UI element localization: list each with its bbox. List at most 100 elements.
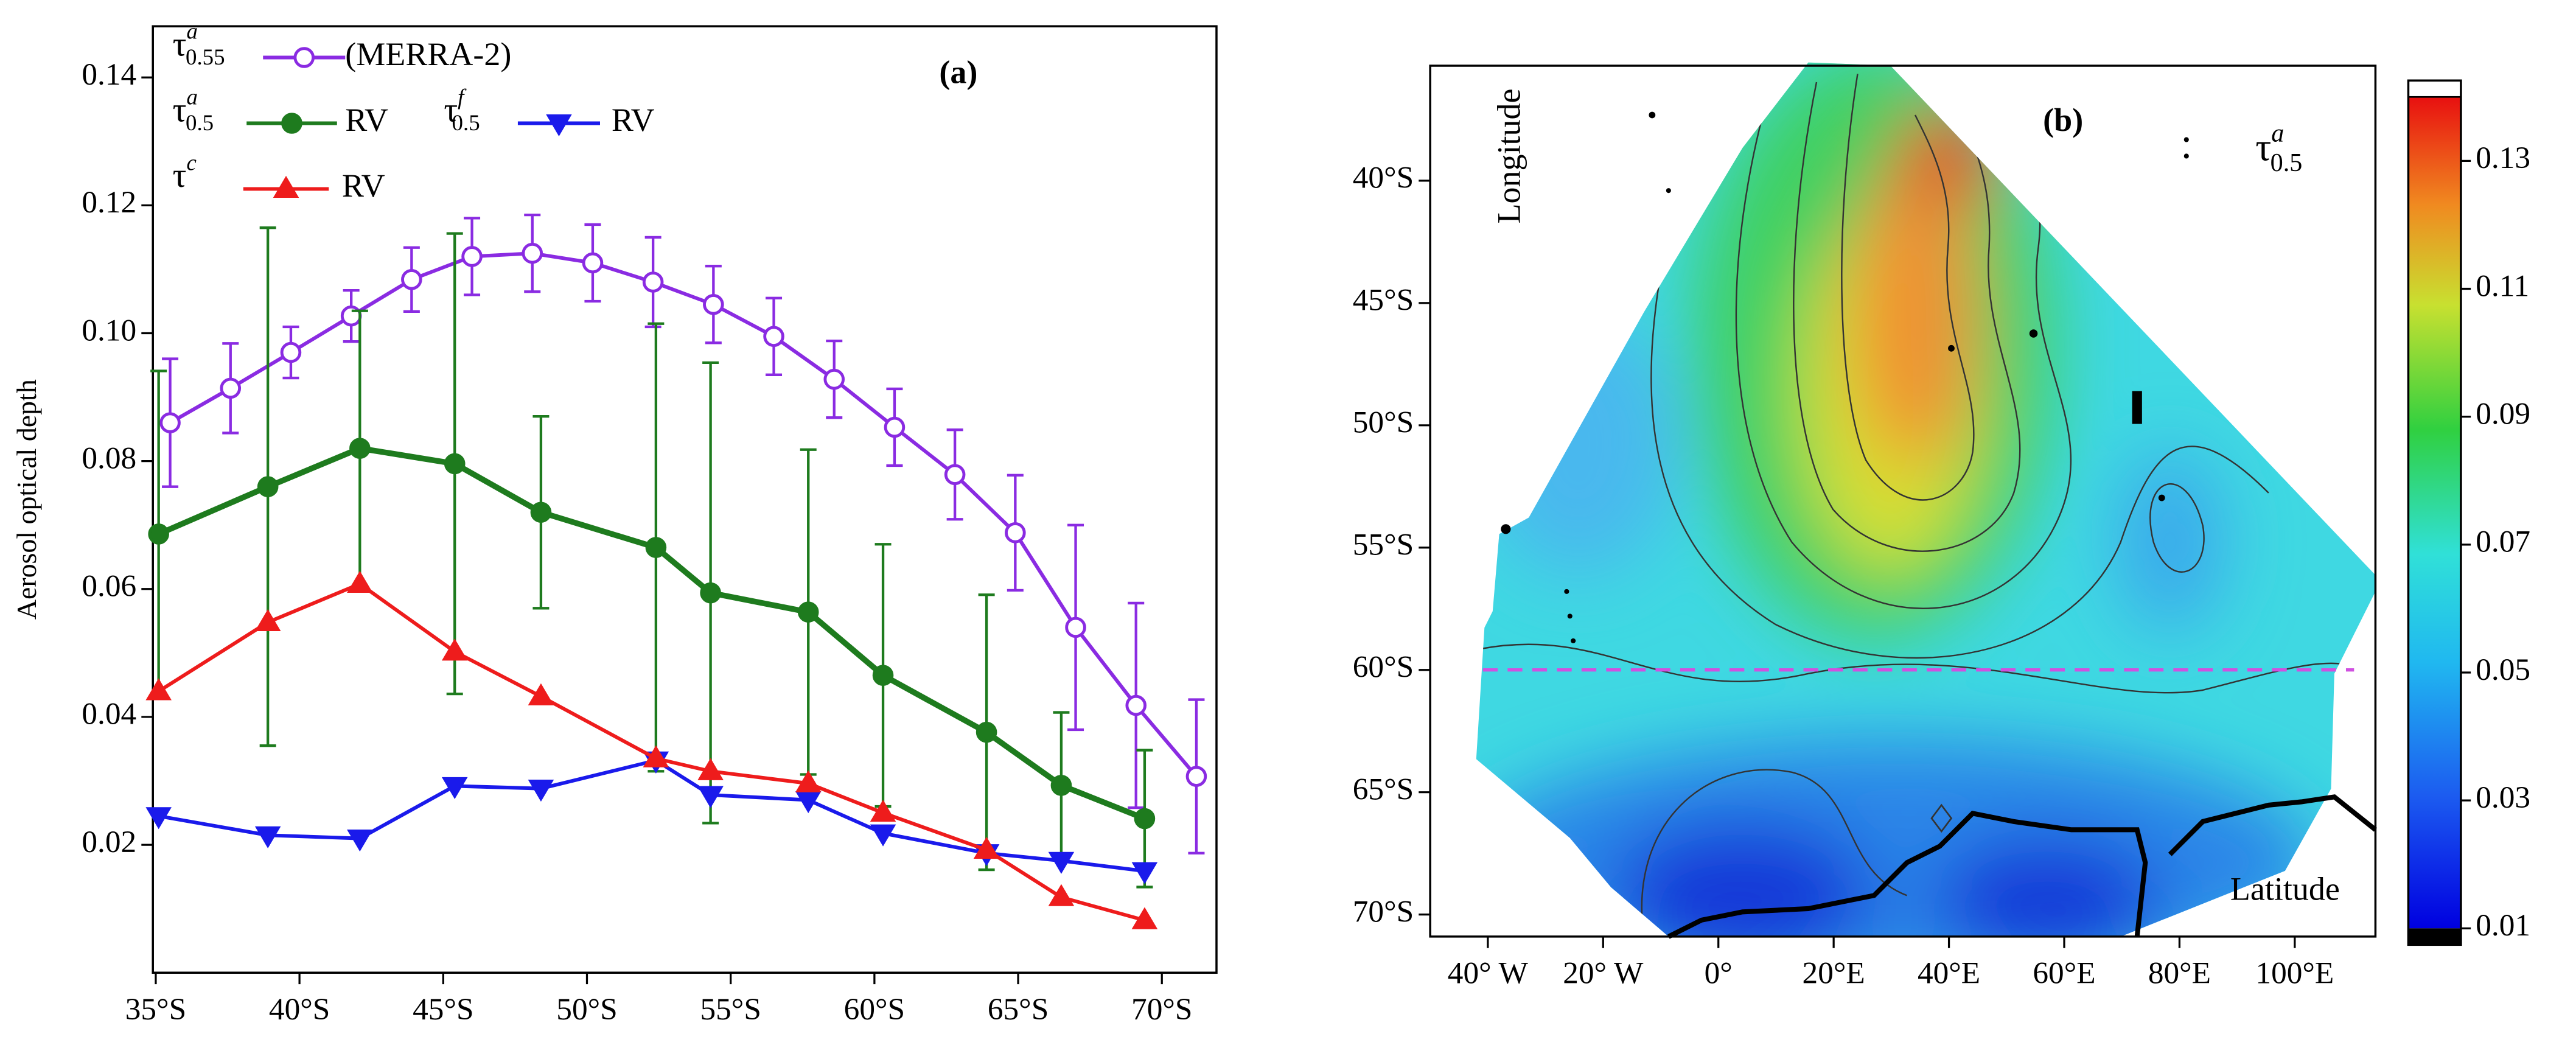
series-line bbox=[157, 445, 1146, 822]
x-tick-label: 35°S bbox=[125, 992, 186, 1027]
y-tick-label: 55°S bbox=[1353, 528, 1414, 562]
marker bbox=[1048, 851, 1075, 874]
series bbox=[159, 213, 1207, 855]
blob bbox=[1476, 739, 2318, 937]
symbol-base: τ bbox=[2255, 125, 2271, 169]
symbol: τa 0.5 bbox=[2255, 119, 2302, 177]
x-tick-label: 60°S bbox=[844, 992, 905, 1027]
series-line bbox=[158, 582, 1145, 922]
marker bbox=[293, 47, 315, 68]
y-tick-label: 45°S bbox=[1353, 283, 1414, 318]
marker bbox=[441, 777, 468, 799]
island bbox=[1501, 524, 1511, 534]
symbol-sup: a bbox=[2271, 119, 2284, 147]
y-tick-label: 0.04 bbox=[82, 697, 136, 732]
y-tick-label: 70°S bbox=[1353, 894, 1414, 929]
y-tick-label: 40°S bbox=[1353, 161, 1414, 195]
island bbox=[1666, 188, 1671, 194]
x-tick-label: 40° W bbox=[1448, 956, 1529, 990]
marker bbox=[582, 252, 604, 274]
marker bbox=[444, 453, 466, 475]
blob bbox=[1479, 312, 1677, 575]
marker bbox=[973, 836, 1000, 859]
contour bbox=[1735, 98, 2072, 609]
marker bbox=[281, 113, 302, 134]
marker bbox=[642, 271, 664, 293]
y-tick-label: 0.14 bbox=[82, 57, 136, 92]
y-tick-label: 65°S bbox=[1353, 772, 1414, 806]
marker bbox=[643, 745, 669, 767]
marker bbox=[159, 412, 181, 433]
marker bbox=[976, 721, 997, 743]
blob bbox=[1852, 156, 1978, 469]
panel-label: (a) bbox=[939, 54, 977, 91]
x-tick-label: 55°S bbox=[700, 992, 761, 1027]
x-tick-label: 50°S bbox=[556, 992, 617, 1027]
symbol: τa 0.55 bbox=[173, 19, 225, 70]
contour bbox=[1479, 643, 2351, 694]
symbol-base: τ bbox=[173, 91, 187, 129]
marker bbox=[347, 829, 373, 852]
marker bbox=[763, 326, 784, 348]
x-tick-label: 40°E bbox=[1918, 956, 1980, 990]
x-tick-label: 20° W bbox=[1563, 956, 1644, 990]
island bbox=[1930, 803, 1953, 833]
marker bbox=[823, 368, 845, 390]
marker bbox=[273, 175, 299, 198]
island bbox=[1649, 111, 1656, 119]
marker bbox=[1125, 694, 1147, 716]
marker bbox=[522, 242, 543, 264]
x-tick-label: 80°E bbox=[2148, 956, 2211, 990]
marker bbox=[528, 683, 554, 705]
symbol-sup: a bbox=[186, 85, 197, 110]
map-y-label: Longitude bbox=[1491, 89, 1527, 224]
y-tick-label: 0.02 bbox=[82, 825, 136, 859]
series bbox=[148, 226, 1156, 889]
contours bbox=[1479, 74, 2351, 937]
marker bbox=[797, 601, 819, 623]
y-tick-label: 60°S bbox=[1353, 650, 1414, 685]
symbol-sup: c bbox=[186, 150, 196, 175]
legend-label: RV bbox=[342, 167, 385, 204]
x-tick-label: 40°S bbox=[269, 992, 330, 1027]
colorbar-over bbox=[2407, 79, 2462, 98]
marker bbox=[347, 570, 373, 593]
colorbar-under bbox=[2408, 928, 2461, 945]
panel-label: (b) bbox=[2043, 102, 2083, 138]
series bbox=[145, 570, 1158, 929]
marker bbox=[870, 799, 896, 822]
marker bbox=[1131, 862, 1158, 884]
marker bbox=[795, 770, 822, 792]
island bbox=[1564, 589, 1569, 594]
colorbar-tick-label: 0.09 bbox=[2476, 396, 2530, 431]
island bbox=[2029, 329, 2038, 338]
marker bbox=[1005, 522, 1026, 543]
x-tick-label: 100°E bbox=[2255, 956, 2334, 990]
y-tick-label: 0.12 bbox=[82, 185, 136, 220]
marker bbox=[697, 758, 724, 780]
blob bbox=[2117, 452, 2223, 633]
marker bbox=[280, 341, 302, 363]
marker bbox=[1185, 766, 1207, 787]
x-tick-label: 60°E bbox=[2033, 956, 2095, 990]
symbol-sup: f bbox=[458, 85, 467, 110]
coastline bbox=[1667, 794, 2377, 939]
x-tick-label: 20°E bbox=[1803, 956, 1865, 990]
marker bbox=[1065, 617, 1086, 638]
series-line bbox=[169, 251, 1198, 778]
marker bbox=[441, 638, 468, 661]
plot-frame bbox=[152, 25, 1218, 974]
islands bbox=[1501, 111, 2189, 833]
marker bbox=[1134, 808, 1156, 830]
colorbar-tick-label: 0.01 bbox=[2476, 908, 2530, 943]
map-blobs bbox=[1476, 62, 2318, 937]
contour bbox=[1650, 197, 2269, 659]
island bbox=[2183, 137, 2189, 142]
symbol-sup: a bbox=[186, 19, 197, 44]
colorbar-tick-label: 0.11 bbox=[2476, 268, 2529, 303]
marker bbox=[944, 464, 966, 486]
marker bbox=[254, 826, 281, 848]
legend-label: RV bbox=[345, 102, 388, 138]
x-tick-label: 0° bbox=[1705, 956, 1733, 990]
symbol-sub: 0.5 bbox=[186, 111, 214, 136]
